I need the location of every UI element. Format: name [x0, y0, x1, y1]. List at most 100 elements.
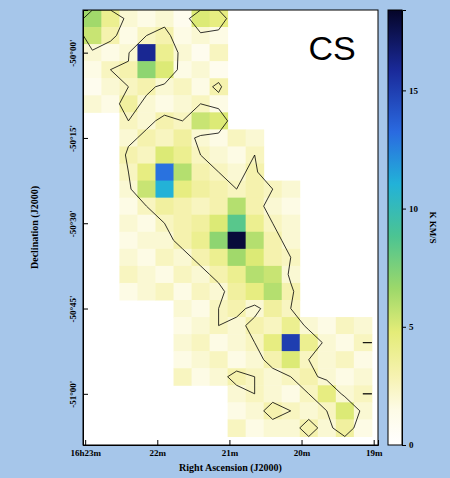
cell: [336, 351, 355, 369]
cell: [119, 146, 138, 164]
cell: [101, 44, 120, 62]
x-tick-label: 16h23m: [70, 448, 101, 458]
cell: [210, 95, 229, 113]
cell: [192, 249, 211, 267]
cell: [210, 146, 229, 164]
colorbar-tick-mark: [402, 445, 406, 446]
cell: [155, 249, 174, 267]
cell: [246, 266, 265, 284]
plot-background: [83, 10, 378, 445]
cell: [282, 232, 301, 250]
cell: [354, 402, 373, 420]
cell: [137, 215, 156, 233]
cell: [228, 164, 247, 182]
cell: [174, 164, 193, 182]
plot-frame: [83, 10, 378, 445]
x-tick-label: 20m: [294, 448, 311, 458]
cell: [192, 232, 211, 250]
x-tick-label: 21m: [222, 448, 239, 458]
colorbar-tick-mark: [402, 327, 406, 328]
y-tick-mark: [83, 309, 88, 310]
cell: [174, 61, 193, 79]
y-tick-mark: [83, 138, 88, 139]
cell: [246, 249, 265, 267]
x-tick-mark: [229, 440, 230, 445]
cell: [228, 402, 247, 420]
cell: [137, 164, 156, 182]
cell: [228, 419, 247, 437]
cell: [246, 351, 265, 369]
cell: [101, 27, 120, 45]
cell: [228, 266, 247, 284]
cell: [318, 334, 337, 352]
cell: [174, 300, 193, 318]
cell: [192, 44, 211, 62]
cell: [282, 181, 301, 199]
cell: [318, 351, 337, 369]
x-tick: 20m: [294, 440, 311, 458]
colorbar-tick-mark: [402, 90, 406, 91]
cell: [210, 266, 229, 284]
contour: [83, 10, 372, 436]
cell: [282, 419, 301, 437]
cell: [336, 419, 355, 437]
cell: [174, 283, 193, 301]
y-tick-mark: [83, 53, 88, 54]
cell: [83, 61, 102, 79]
cell: [119, 10, 138, 28]
cell: [246, 317, 265, 335]
cell: [119, 198, 138, 216]
cell: [282, 334, 301, 352]
y-axis: -50°00'-50°15'-50°30'-50°45'-51°00': [68, 11, 88, 446]
cell: [354, 317, 373, 335]
colorbar-tick-mark: [402, 209, 406, 210]
cell: [210, 129, 229, 147]
colorbar-tick-label: 15: [409, 86, 419, 96]
cell: [300, 402, 319, 420]
axis-line: [84, 440, 379, 446]
cell: [246, 283, 265, 301]
cell: [336, 385, 355, 403]
y-tick-label: -50°15': [68, 125, 78, 152]
cell: [228, 129, 247, 147]
cell: [264, 351, 283, 369]
cell: [119, 129, 138, 147]
cell: [83, 95, 102, 113]
cell: [264, 283, 283, 301]
cell: [246, 198, 265, 216]
cell: [264, 317, 283, 335]
cell: [264, 266, 283, 284]
cell: [137, 44, 156, 62]
cell: [264, 385, 283, 403]
cell: [210, 232, 229, 250]
colorbar-tick: 5: [402, 322, 414, 332]
cell: [174, 129, 193, 147]
cell: [174, 198, 193, 216]
cell: [119, 215, 138, 233]
cell: [300, 419, 319, 437]
cell: [318, 368, 337, 386]
cell: [192, 368, 211, 386]
cell: [246, 419, 265, 437]
cell: [282, 317, 301, 335]
x-tick: 22m: [150, 440, 167, 458]
cell: [155, 95, 174, 113]
cell: [83, 10, 102, 28]
cell: [246, 232, 265, 250]
cell: [246, 300, 265, 318]
cell: [174, 351, 193, 369]
axis-line: [403, 11, 407, 446]
x-tick: 19m: [366, 440, 383, 458]
cell: [228, 215, 247, 233]
cell: [210, 249, 229, 267]
cell: [264, 368, 283, 386]
cell: [210, 181, 229, 199]
cell: [192, 112, 211, 130]
cell: [174, 232, 193, 250]
x-tick: 21m: [222, 440, 239, 458]
x-axis: 16h23m 22m 21m 20m 19m: [70, 440, 383, 458]
cell: [174, 317, 193, 335]
cell: [210, 198, 229, 216]
cell: [192, 198, 211, 216]
cell: [210, 10, 229, 28]
